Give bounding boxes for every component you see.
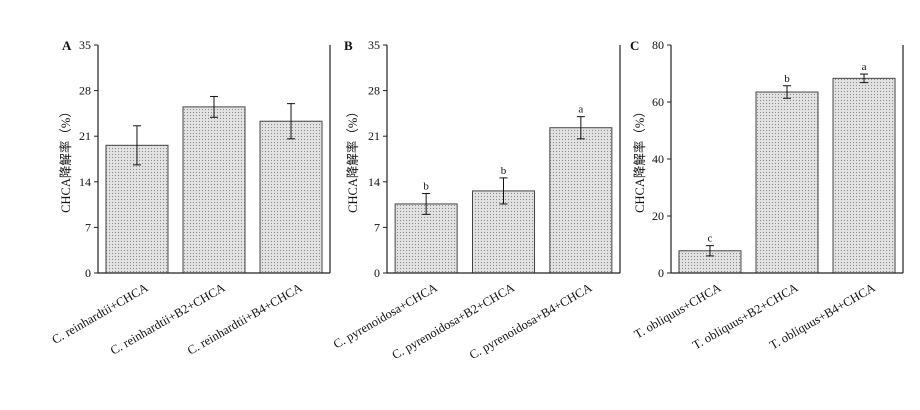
- y-tick-label: 0: [658, 266, 664, 280]
- y-tick-label: 28: [368, 84, 380, 98]
- y-tick-label: 14: [79, 175, 91, 189]
- significance-label: a: [578, 104, 583, 116]
- y-axis-label: CHCA降解率（%）: [58, 105, 73, 213]
- y-tick-label: 21: [79, 129, 91, 143]
- bar: [394, 203, 458, 274]
- x-tick-label: C. pyrenoidosa+B4+CHCA: [467, 280, 594, 362]
- panel-letter: A: [62, 38, 72, 53]
- y-tick-label: 0: [85, 266, 91, 280]
- significance-label: b: [784, 73, 790, 85]
- y-axis-label: CHCA降解率（%）: [345, 105, 360, 213]
- bar: [549, 127, 613, 274]
- panel-letter: C: [630, 38, 639, 53]
- significance-label: b: [501, 165, 507, 177]
- y-tick-label: 80: [652, 38, 664, 52]
- y-tick-label: 0: [374, 266, 380, 280]
- bar: [259, 120, 323, 274]
- significance-label: b: [423, 181, 429, 193]
- y-tick-label: 60: [652, 95, 664, 109]
- bar: [755, 91, 819, 274]
- significance-label: c: [708, 233, 713, 245]
- bar: [832, 77, 896, 274]
- x-tick-label: C. pyrenoidosa+B2+CHCA: [390, 280, 517, 362]
- y-tick-label: 28: [79, 84, 91, 98]
- bar: [182, 106, 246, 274]
- y-tick-label: 35: [368, 38, 380, 52]
- y-tick-label: 14: [368, 175, 380, 189]
- y-tick-label: 40: [652, 152, 664, 166]
- y-axis-label: CHCA降解率（%）: [632, 105, 647, 213]
- y-tick-label: 20: [652, 209, 664, 223]
- y-tick-label: 7: [85, 220, 91, 234]
- panel-letter: B: [344, 38, 353, 53]
- y-tick-label: 21: [368, 129, 380, 143]
- bar: [105, 144, 169, 274]
- y-tick-label: 35: [79, 38, 91, 52]
- y-tick-label: 7: [374, 220, 380, 234]
- significance-label: a: [862, 61, 867, 73]
